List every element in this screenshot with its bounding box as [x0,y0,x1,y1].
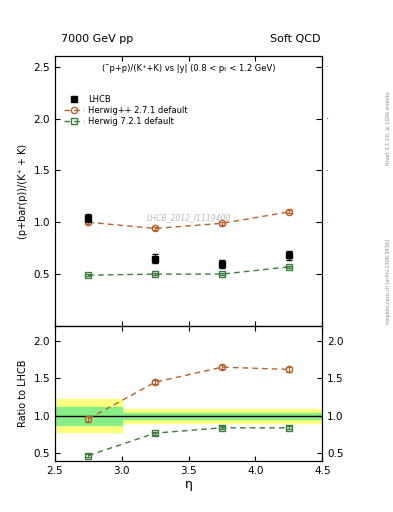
Text: (¯p+p)/(K⁺+K) vs |y| (0.8 < pₜ < 1.2 GeV): (¯p+p)/(K⁺+K) vs |y| (0.8 < pₜ < 1.2 GeV… [102,65,275,73]
Text: 7000 GeV pp: 7000 GeV pp [61,33,133,44]
Legend: LHCB, Herwig++ 2.7.1 default, Herwig 7.2.1 default: LHCB, Herwig++ 2.7.1 default, Herwig 7.2… [62,93,189,127]
Y-axis label: (p+bar(p))/(K⁺ + K): (p+bar(p))/(K⁺ + K) [18,143,28,239]
Text: LHCB_2012_I1119400: LHCB_2012_I1119400 [147,214,231,223]
Y-axis label: Ratio to LHCB: Ratio to LHCB [18,359,28,427]
Text: Rivet 3.1.10, ≥ 100k events: Rivet 3.1.10, ≥ 100k events [386,91,391,165]
X-axis label: η: η [185,478,193,492]
Text: Soft QCD: Soft QCD [270,33,320,44]
Text: mcplots.cern.ch [arXiv:1306.3436]: mcplots.cern.ch [arXiv:1306.3436] [386,239,391,324]
